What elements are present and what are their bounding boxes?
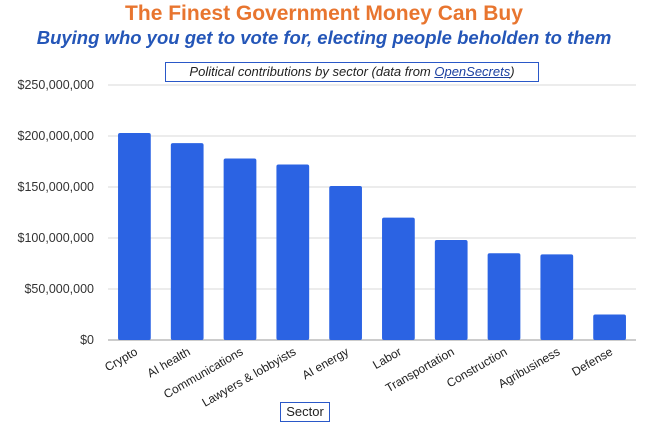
x-category-label: Lawyers & lobbyists bbox=[199, 344, 298, 409]
x-category-label: Defense bbox=[569, 344, 615, 379]
y-axis-ticks: $0 $50,000,000 $100,000,000 $150,000,000 $20… bbox=[18, 78, 95, 347]
x-category-label: AI energy bbox=[300, 344, 351, 382]
source-caption: Political contributions by sector (data … bbox=[165, 62, 539, 82]
bar bbox=[593, 314, 626, 340]
x-axis-title: Sector bbox=[280, 402, 330, 422]
opensecrets-link[interactable]: OpenSecrets bbox=[434, 64, 511, 79]
x-category-label: Labor bbox=[370, 344, 404, 371]
x-category-label: Crypto bbox=[102, 344, 140, 374]
bar bbox=[329, 185, 362, 340]
y-tick-label: $50,000,000 bbox=[24, 282, 94, 296]
y-tick-label: $0 bbox=[80, 333, 94, 347]
caption-prefix: Political contributions by sector (data … bbox=[189, 64, 435, 79]
bar bbox=[170, 143, 204, 340]
bar bbox=[382, 217, 415, 340]
y-tick-label: $150,000,000 bbox=[18, 180, 95, 194]
chart-title: The Finest Government Money Can Buy bbox=[125, 2, 523, 25]
bars bbox=[118, 132, 626, 340]
chart-subtitle: Buying who you get to vote for, electing… bbox=[36, 27, 612, 48]
bar bbox=[487, 253, 521, 340]
bar bbox=[540, 254, 574, 340]
bar bbox=[223, 158, 257, 340]
y-tick-label: $200,000,000 bbox=[18, 129, 95, 143]
caption-suffix: ) bbox=[510, 64, 515, 79]
bar bbox=[118, 132, 151, 340]
y-tick-label: $250,000,000 bbox=[18, 78, 95, 92]
bar bbox=[434, 240, 468, 340]
y-tick-label: $100,000,000 bbox=[18, 231, 95, 245]
bar bbox=[276, 164, 310, 340]
